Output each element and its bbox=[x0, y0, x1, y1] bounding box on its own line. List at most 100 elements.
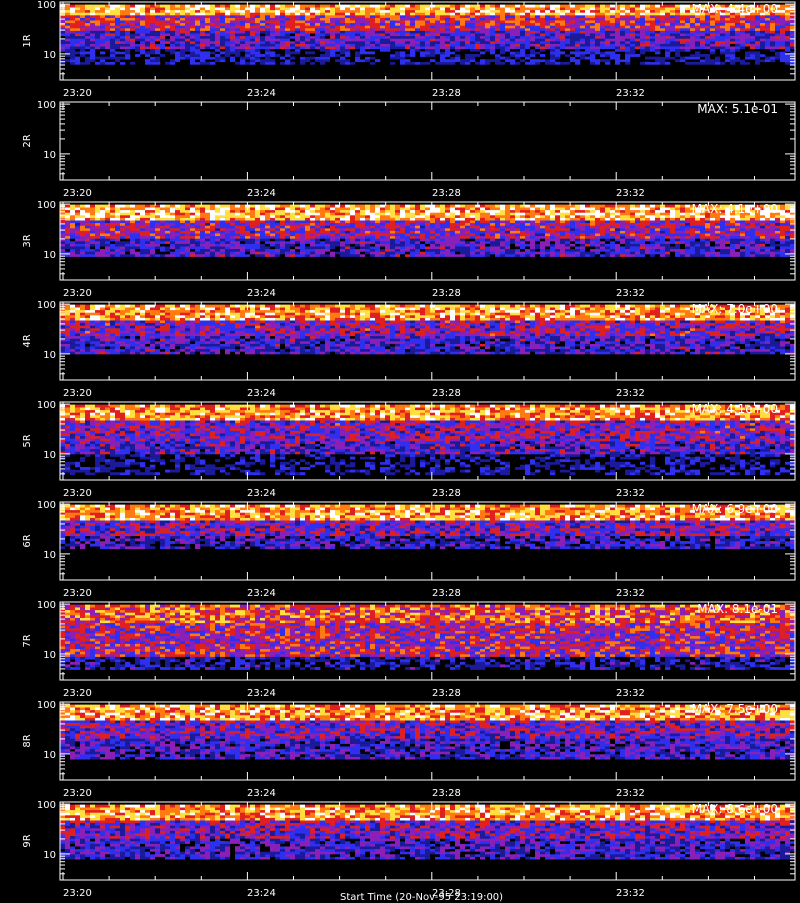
heatmap-cell bbox=[235, 236, 240, 239]
heatmap-cell bbox=[735, 57, 740, 60]
heatmap-cell bbox=[390, 38, 395, 41]
heatmap-cell bbox=[385, 38, 390, 41]
heatmap-cell bbox=[485, 41, 490, 44]
heatmap-cell bbox=[775, 246, 780, 249]
heatmap-cell bbox=[490, 51, 495, 54]
heatmap-cell bbox=[340, 249, 345, 252]
heatmap-cell bbox=[330, 254, 335, 257]
heatmap-cell bbox=[600, 51, 605, 54]
heatmap-cell bbox=[745, 41, 750, 44]
heatmap-cell bbox=[305, 33, 310, 36]
heatmap-cell bbox=[65, 36, 70, 39]
heatmap-cell bbox=[655, 18, 660, 21]
heatmap-cell bbox=[620, 15, 625, 18]
heatmap-cell bbox=[690, 62, 695, 65]
heatmap-cell bbox=[425, 51, 430, 54]
heatmap-cell bbox=[340, 236, 345, 239]
heatmap-cell bbox=[410, 251, 415, 254]
heatmap-cell bbox=[615, 251, 620, 254]
heatmap-cell bbox=[405, 228, 410, 231]
heatmap-cell bbox=[650, 233, 655, 236]
heatmap-cell bbox=[440, 251, 445, 254]
heatmap-cell bbox=[335, 44, 340, 47]
heatmap-cell bbox=[460, 62, 465, 65]
heatmap-cell bbox=[365, 44, 370, 47]
heatmap-cell bbox=[215, 41, 220, 44]
heatmap-cell bbox=[450, 238, 455, 241]
heatmap-cell bbox=[595, 36, 600, 39]
heatmap-cell bbox=[685, 7, 690, 10]
heatmap-cell bbox=[90, 238, 95, 241]
heatmap-cell bbox=[685, 28, 690, 31]
heatmap-cell bbox=[435, 15, 440, 18]
heatmap-cell bbox=[605, 244, 610, 247]
heatmap-cell bbox=[140, 244, 145, 247]
heatmap-cell bbox=[315, 18, 320, 21]
heatmap-cell bbox=[165, 38, 170, 41]
heatmap-cell bbox=[210, 228, 215, 231]
heatmap-cell bbox=[700, 36, 705, 39]
heatmap-cell bbox=[270, 7, 275, 10]
heatmap-cell bbox=[715, 33, 720, 36]
heatmap-cell bbox=[495, 31, 500, 34]
heatmap-cell bbox=[390, 62, 395, 65]
heatmap-cell bbox=[285, 44, 290, 47]
heatmap-cell bbox=[455, 228, 460, 231]
heatmap-cell bbox=[195, 23, 200, 26]
heatmap-cell bbox=[660, 7, 665, 10]
heatmap-cell bbox=[625, 38, 630, 41]
heatmap-cell bbox=[120, 25, 125, 28]
heatmap-cell bbox=[290, 18, 295, 21]
heatmap-cell bbox=[290, 225, 295, 228]
heatmap-cell bbox=[600, 231, 605, 234]
heatmap-cell bbox=[320, 228, 325, 231]
heatmap-cell bbox=[655, 33, 660, 36]
heatmap-cell bbox=[375, 38, 380, 41]
heatmap-cell bbox=[180, 251, 185, 254]
heatmap-cell bbox=[75, 244, 80, 247]
heatmap-cell bbox=[385, 225, 390, 228]
heatmap-cell bbox=[305, 228, 310, 231]
heatmap-cell bbox=[130, 241, 135, 244]
heatmap-cell bbox=[365, 231, 370, 234]
heatmap-cell bbox=[660, 46, 665, 49]
heatmap-cell bbox=[70, 15, 75, 18]
heatmap-cell bbox=[435, 62, 440, 65]
heatmap-cell bbox=[260, 20, 265, 23]
heatmap-cell bbox=[640, 20, 645, 23]
heatmap-cell bbox=[685, 254, 690, 257]
heatmap-cell bbox=[175, 7, 180, 10]
heatmap-cell bbox=[625, 15, 630, 18]
heatmap-cell bbox=[60, 249, 65, 252]
heatmap-cell bbox=[460, 238, 465, 241]
heatmap-cell bbox=[375, 249, 380, 252]
heatmap-cell bbox=[645, 57, 650, 60]
heatmap-cell bbox=[200, 57, 205, 60]
heatmap-cell bbox=[210, 31, 215, 34]
heatmap-cell bbox=[225, 241, 230, 244]
heatmap-cell bbox=[735, 31, 740, 34]
heatmap-cell bbox=[325, 59, 330, 62]
heatmap-cell bbox=[255, 46, 260, 49]
heatmap-cell bbox=[555, 238, 560, 241]
heatmap-cell bbox=[460, 25, 465, 28]
heatmap-cell bbox=[130, 228, 135, 231]
heatmap-cell bbox=[250, 236, 255, 239]
heatmap-cell bbox=[420, 238, 425, 241]
heatmap-cell bbox=[320, 28, 325, 31]
heatmap-cell bbox=[170, 33, 175, 36]
heatmap-cell bbox=[525, 31, 530, 34]
heatmap-cell bbox=[90, 25, 95, 28]
heatmap-cell bbox=[510, 54, 515, 57]
heatmap-cell bbox=[425, 25, 430, 28]
heatmap-cell bbox=[400, 12, 405, 15]
heatmap-cell bbox=[440, 7, 445, 10]
heatmap-cell bbox=[295, 31, 300, 34]
heatmap-cell bbox=[785, 10, 790, 13]
heatmap-cell bbox=[545, 31, 550, 34]
heatmap-cell bbox=[135, 46, 140, 49]
heatmap-cell bbox=[630, 49, 635, 52]
heatmap-cell bbox=[225, 31, 230, 34]
heatmap-cell bbox=[725, 31, 730, 34]
heatmap-cell bbox=[200, 51, 205, 54]
